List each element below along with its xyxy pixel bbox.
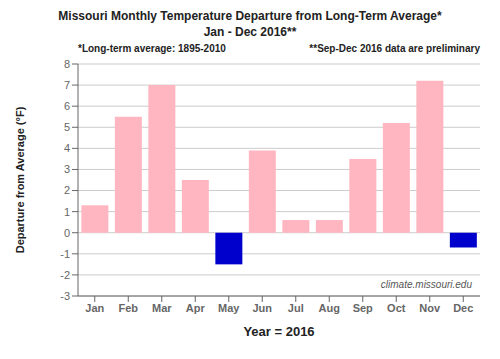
svg-text:7: 7 — [64, 79, 70, 91]
svg-text:8: 8 — [64, 58, 70, 70]
svg-text:Sep: Sep — [353, 302, 373, 314]
svg-text:0: 0 — [64, 227, 70, 239]
html-text:Missouri Monthly Temperature D: Missouri Monthly Temperature Departure f… — [58, 9, 442, 23]
html-text:**Sep-Dec 2016 data are prelim: **Sep-Dec 2016 data are preliminary — [309, 43, 480, 54]
svg-text:Jan: Jan — [85, 302, 104, 314]
svg-text:Feb: Feb — [118, 302, 138, 314]
svg-text:Apr: Apr — [186, 302, 206, 314]
svg-text:-1: -1 — [60, 248, 70, 260]
html-text:climate.missouri.edu: climate.missouri.edu — [380, 279, 472, 290]
svg-text:Mar: Mar — [152, 302, 172, 314]
svg-text:-3: -3 — [60, 290, 70, 302]
svg-text:4: 4 — [64, 142, 70, 154]
html-text:*Long-term average: 1895-2010: *Long-term average: 1895-2010 — [78, 43, 226, 54]
html-text:Jan - Dec 2016**: Jan - Dec 2016** — [203, 25, 297, 39]
svg-text:Jul: Jul — [288, 302, 304, 314]
svg-text:Departure from Average (°F): Departure from Average (°F) — [14, 106, 26, 253]
svg-text:3: 3 — [64, 163, 70, 175]
svg-text:Dec: Dec — [453, 302, 473, 314]
svg-text:May: May — [218, 302, 240, 314]
svg-text:Nov: Nov — [419, 302, 441, 314]
svg-text:6: 6 — [64, 100, 70, 112]
svg-text:Oct: Oct — [387, 302, 406, 314]
svg-text:Year = 2016: Year = 2016 — [243, 324, 314, 339]
svg-text:2: 2 — [64, 184, 70, 196]
svg-text:-2: -2 — [60, 269, 70, 281]
svg-text:1: 1 — [64, 206, 70, 218]
svg-text:Jun: Jun — [252, 302, 272, 314]
svg-text:Aug: Aug — [319, 302, 340, 314]
svg-text:5: 5 — [64, 121, 70, 133]
